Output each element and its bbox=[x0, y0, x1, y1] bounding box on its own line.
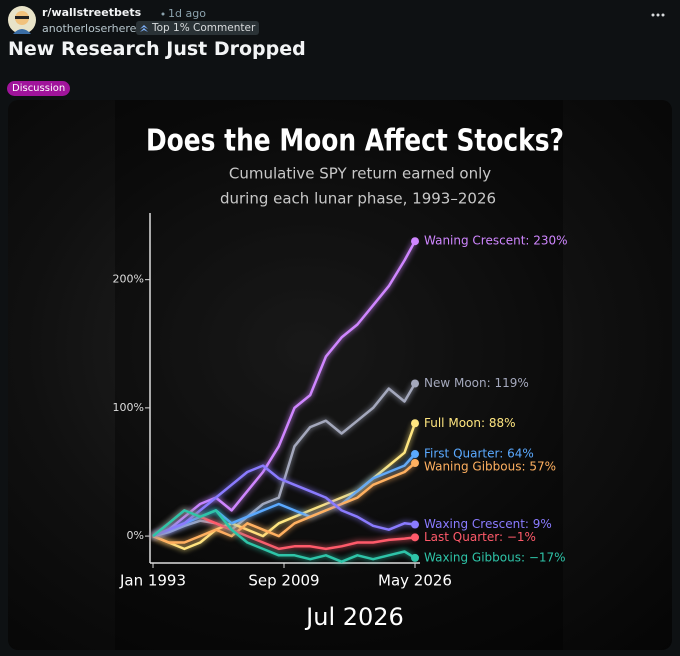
series-label: First Quarter: 64% bbox=[424, 447, 534, 461]
series-line bbox=[152, 240, 417, 538]
series-label: Last Quarter: −1% bbox=[424, 530, 536, 544]
end-dot bbox=[411, 237, 419, 246]
series-label: Waxing Gibbous: −17% bbox=[424, 550, 566, 564]
chart-subtitle: Cumulative SPY return earned only bbox=[229, 165, 491, 183]
post-time: 1d ago bbox=[168, 7, 206, 20]
end-dot bbox=[411, 450, 419, 459]
avatar[interactable] bbox=[8, 6, 36, 34]
author-flair-text: Top 1% Commenter bbox=[152, 22, 256, 34]
series-line bbox=[152, 462, 416, 544]
end-dot bbox=[411, 459, 419, 467]
series-label: New Moon: 119% bbox=[424, 376, 529, 390]
chart: Does the Moon Affect Stocks? Cumulative … bbox=[113, 100, 568, 650]
series-line bbox=[152, 453, 416, 538]
x-tick-label: May 2026 bbox=[378, 572, 452, 590]
end-dot bbox=[411, 520, 419, 529]
y-tick-label: 0% bbox=[127, 529, 144, 542]
post-flair[interactable]: Discussion bbox=[7, 81, 71, 96]
y-tick-label: 200% bbox=[113, 273, 144, 286]
x-tick-label: Jan 1993 bbox=[119, 572, 186, 590]
chart-area: Does the Moon Affect Stocks? Cumulative … bbox=[113, 124, 568, 632]
x-tick-label: Sep 2009 bbox=[248, 572, 319, 590]
post-image[interactable]: Does the Moon Affect Stocks? Cumulative … bbox=[8, 100, 672, 650]
series-line bbox=[152, 464, 416, 538]
chart-title: Does the Moon Affect Stocks? bbox=[146, 124, 564, 159]
post-header: r/wallstreetbets 1d ago anotherloserhere… bbox=[8, 4, 672, 38]
post-title: New Research Just Dropped bbox=[8, 38, 306, 60]
end-dot bbox=[411, 553, 419, 562]
more-options[interactable] bbox=[650, 12, 666, 18]
end-dot bbox=[411, 379, 419, 388]
series-label: Full Moon: 88% bbox=[424, 416, 516, 430]
end-dot bbox=[411, 419, 419, 428]
y-tick-label: 100% bbox=[113, 401, 144, 414]
flair-icon bbox=[140, 25, 148, 32]
series-label: Waning Crescent: 230% bbox=[424, 234, 568, 248]
date-annotation: Jul 2026 bbox=[304, 603, 404, 631]
series-line bbox=[152, 509, 416, 563]
series-label: Waxing Crescent: 9% bbox=[424, 517, 552, 531]
end-dot bbox=[411, 533, 419, 542]
chart-subtitle: during each lunar phase, 1993–2026 bbox=[220, 190, 496, 208]
separator bbox=[161, 12, 165, 16]
series-line bbox=[152, 382, 417, 538]
subreddit[interactable]: r/wallstreetbets bbox=[42, 6, 142, 19]
author[interactable]: anotherloserhere bbox=[42, 22, 137, 35]
chart-panel bbox=[115, 100, 563, 650]
series-label: Waning Gibbous: 57% bbox=[424, 460, 556, 474]
author-flair: Top 1% Commenter bbox=[136, 21, 260, 35]
